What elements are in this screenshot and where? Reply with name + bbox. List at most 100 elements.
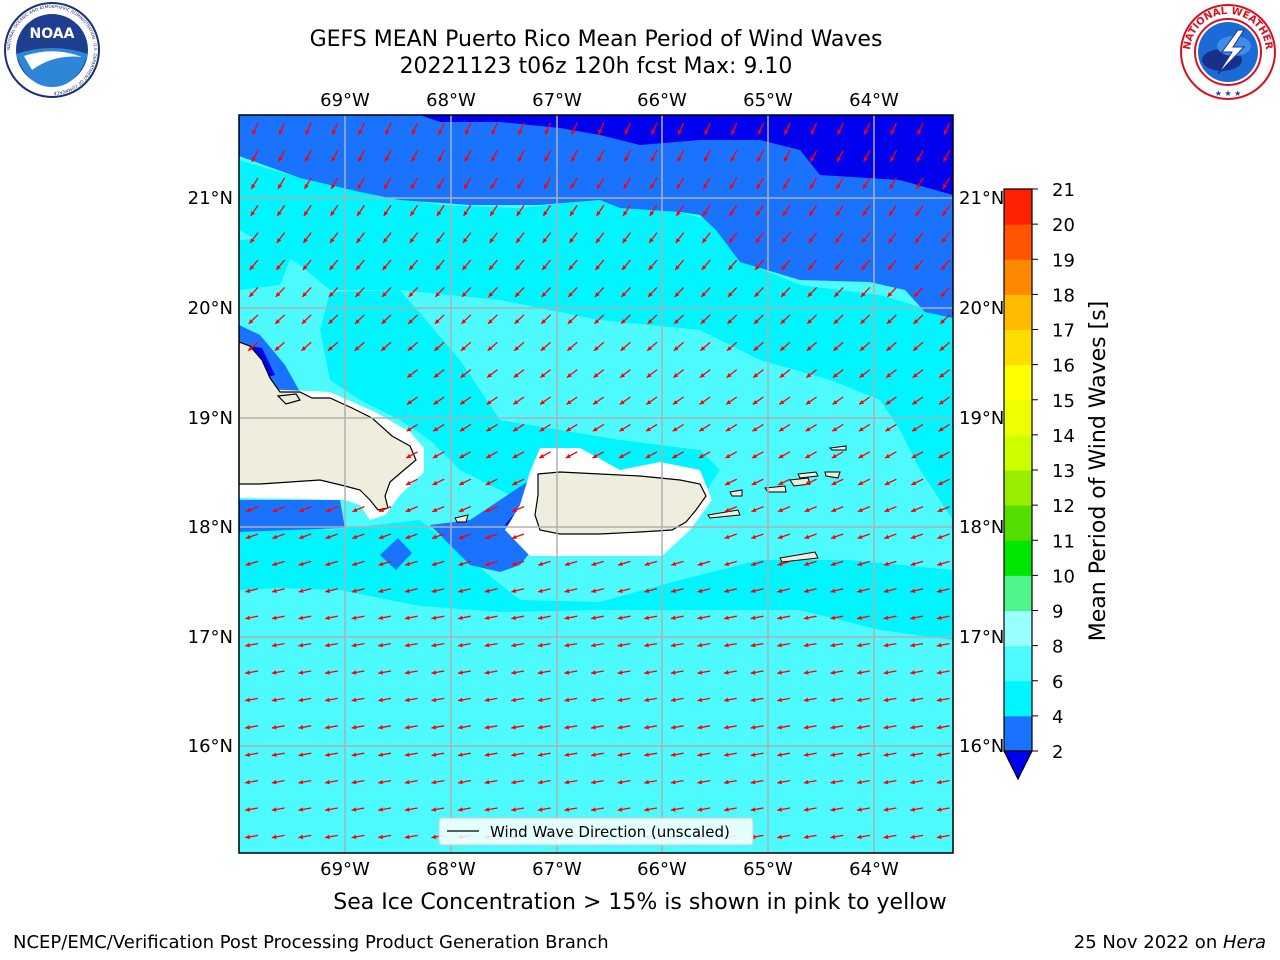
wind-wave-arrowhead [750,642,756,648]
wind-wave-arrowhead [595,238,601,243]
wind-wave-arrowhead [700,346,706,351]
colorbar-tick-label: 4 [1052,707,1063,728]
wind-wave-arrowhead [910,697,915,703]
wind-wave-arrowhead [516,211,522,216]
wind-wave-arrowhead [251,183,256,189]
lat-label-right: 19°N [959,408,1004,429]
wind-wave-arrowhead [378,561,384,567]
wind-wave-arrowhead [803,642,809,648]
wind-wave-arrowhead [459,480,465,485]
wind-wave-arrowhead [298,642,304,648]
wind-wave-arrowhead [485,507,491,513]
wind-wave-arrowhead [697,615,703,621]
wind-wave-arrowhead [298,534,304,540]
wind-wave-arrowhead [887,292,893,297]
lat-label-right: 20°N [959,298,1004,319]
lon-label-bottom: 68°W [426,859,476,880]
wind-wave-arrowhead [650,156,655,162]
wind-wave-arrowhead [910,807,915,812]
wind-wave-arrowhead [271,670,277,675]
wind-wave-arrowhead [936,752,942,757]
wind-wave-arrowhead [537,752,543,757]
wind-wave-arrowhead [404,642,410,648]
wind-wave-arrowhead [864,129,869,135]
wind-wave-arrowhead [883,561,889,567]
wind-wave-arrowhead [830,779,836,785]
wind-wave-arrowhead [723,642,729,648]
wind-wave-arrowhead [856,807,862,812]
wind-wave-arrowhead [644,725,649,730]
wind-wave-arrowhead [511,615,517,621]
wind-wave-arrowhead [542,265,547,270]
wind-wave-arrowhead [885,453,891,459]
wind-wave-arrowhead [644,642,649,648]
wind-wave-arrowhead [405,534,411,540]
wind-wave-arrowhead [431,752,437,757]
wind-wave-arrowhead [646,373,652,378]
wind-wave-arrowhead [324,725,330,730]
wind-wave-arrowhead [777,615,783,621]
wind-wave-arrowhead [644,670,649,675]
wind-wave-arrowhead [939,373,945,378]
wind-wave-arrowhead [594,319,600,324]
wind-wave-arrows [245,122,951,840]
wind-wave-arrowhead [515,265,521,270]
wind-wave-arrowhead [357,183,362,189]
wind-wave-arrowhead [272,507,278,513]
wind-wave-arrowhead [465,129,470,135]
chart-title: GEFS MEAN Puerto Rico Mean Period of Win… [309,27,883,52]
wind-wave-arrowhead [804,534,810,540]
wind-wave-arrowhead [856,752,862,757]
wind-wave-arrowhead [830,615,836,621]
wind-wave-arrowhead [910,588,916,594]
wind-wave-arrowhead [936,670,942,675]
wind-wave-arrowhead [910,670,915,675]
wind-wave-arrowhead [354,346,360,351]
wind-wave-arrowhead [543,211,548,216]
wind-wave-arrowhead [697,697,703,703]
wind-wave-arrowhead [517,156,522,162]
wind-wave-arrowhead [590,807,596,812]
wind-wave-arrowhead [511,697,516,703]
colorbar-segment [1004,364,1032,401]
wind-wave-arrowhead [890,156,895,162]
wind-wave-arrowhead [410,211,415,216]
wind-wave-arrowhead [539,400,545,405]
wind-wave-arrowhead [303,211,309,216]
wind-wave-arrowhead [750,752,756,757]
wind-wave-arrowhead [724,615,729,621]
colorbar-tick-label: 11 [1052,531,1075,552]
wind-wave-arrowhead [410,183,416,189]
colorbar-tick-label: 9 [1052,602,1063,623]
wind-wave-arrowhead [670,670,676,675]
wind-wave-arrowhead [246,507,252,513]
wind-wave-arrowhead [329,265,335,270]
wind-wave-arrowhead [621,292,627,297]
wind-wave-arrowhead [936,807,942,812]
wind-wave-arrowhead [727,292,733,297]
wind-wave-arrowhead [352,534,358,540]
wind-wave-arrowhead [324,834,330,840]
wind-wave-arrowhead [889,183,894,189]
wind-wave-arrowhead [433,400,439,405]
wind-wave-arrowhead [484,779,490,785]
colorbar-tick-label: 14 [1052,426,1075,447]
wind-wave-arrowhead [355,292,361,297]
wind-wave-arrowhead [804,480,810,485]
wind-wave-arrowhead [856,642,862,648]
colorbar-tick-label: 2 [1052,742,1063,763]
wind-wave-arrowhead [939,346,945,351]
wind-wave-arrowhead [540,373,546,378]
wind-wave-arrowhead [544,129,550,135]
colorbar-segment [1004,715,1032,752]
wind-wave-arrowhead [803,807,809,812]
wind-wave-arrowhead [887,319,892,324]
wind-wave-arrowhead [863,183,868,189]
wind-wave-arrowhead [511,642,516,648]
wind-wave-arrowhead [511,779,516,785]
wind-wave-arrowhead [351,697,357,703]
wind-wave-arrowhead [590,779,596,785]
wind-wave-arrowhead [910,642,915,648]
wind-wave-arrowhead [592,453,598,459]
wind-wave-arrowhead [910,561,916,567]
